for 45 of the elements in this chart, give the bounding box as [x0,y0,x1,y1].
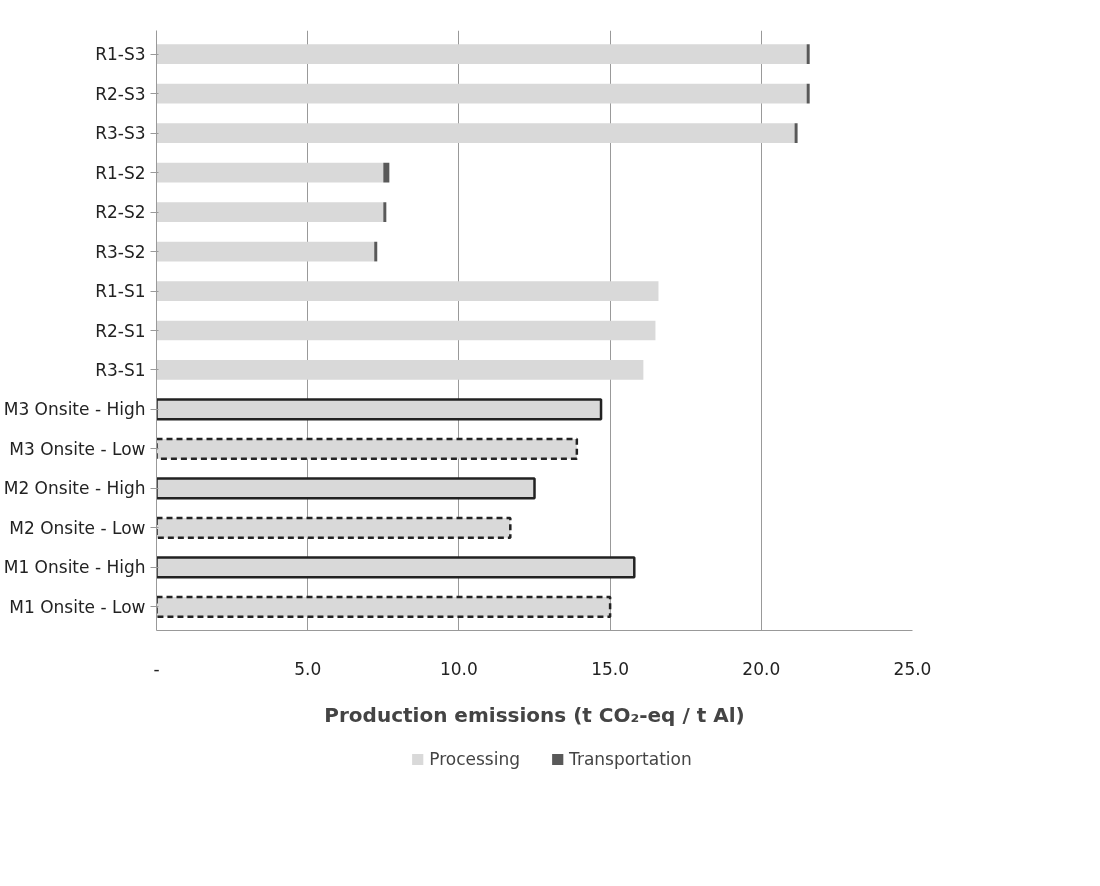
bar [156,477,536,500]
bar [156,437,579,461]
y-tick-label: M1 Onsite - Low [9,596,146,617]
bar [794,123,798,143]
bar [156,516,512,539]
bar [156,162,384,183]
bar [383,162,390,183]
bar [156,83,807,104]
x-tick-label: 25.0 [893,658,932,679]
y-tick-label: M2 Onsite - High [3,478,146,499]
x-tick-label: 20.0 [742,658,781,679]
bar [156,398,603,421]
y-tick-label: R1-S1 [95,281,146,302]
bar [383,202,387,222]
y-tick-label: R2-S1 [95,320,146,341]
y-tick-label: R3-S2 [95,241,146,262]
bar [156,556,636,579]
x-tick-label: - [153,658,160,679]
y-tick-label: R1-S2 [95,162,146,183]
x-tick-label: 15.0 [591,658,630,679]
y-tick-label: M2 Onsite - Low [9,517,146,538]
bar [156,595,612,618]
bar [156,123,795,143]
bar [156,202,384,222]
bar [156,44,807,65]
bar [806,44,810,65]
bar [374,241,378,262]
bar [156,281,659,301]
x-tick-label: 10.0 [439,658,478,679]
x-axis-title: Production emissions (t CO₂-eq / t Al) [324,702,745,727]
y-tick-label: M3 Onsite - Low [9,438,146,459]
y-tick-label: R3-S1 [95,359,146,380]
bar [156,320,656,341]
bar [156,360,644,380]
y-tick-label: R2-S3 [95,83,146,104]
legend-label: Processing [429,749,521,769]
y-tick-label: M3 Onsite - High [3,399,146,420]
bar [156,241,375,262]
y-tick-label: R3-S3 [95,123,146,144]
bar [806,83,810,104]
legend-label: Transportation [569,749,692,769]
y-tick-label: R1-S3 [95,44,146,65]
y-tick-label: R2-S2 [95,202,146,223]
y-tick-label: M1 Onsite - High [3,557,146,578]
x-tick-label: 5.0 [294,658,322,679]
